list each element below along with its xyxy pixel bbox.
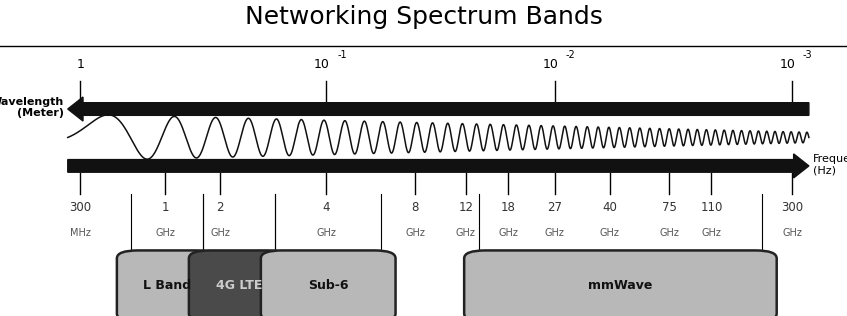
- Text: Networking Spectrum Bands: Networking Spectrum Bands: [245, 5, 602, 29]
- Text: GHz: GHz: [155, 228, 175, 238]
- Text: GHz: GHz: [498, 228, 518, 238]
- Text: GHz: GHz: [545, 228, 565, 238]
- Text: 10: 10: [780, 58, 795, 71]
- Text: L Band: L Band: [143, 279, 191, 293]
- Text: 1: 1: [162, 201, 169, 214]
- Text: GHz: GHz: [659, 228, 679, 238]
- Text: 1: 1: [76, 58, 85, 71]
- FancyBboxPatch shape: [464, 250, 777, 316]
- Text: Sub-6: Sub-6: [308, 279, 348, 293]
- Text: 300: 300: [69, 201, 91, 214]
- Text: GHz: GHz: [210, 228, 230, 238]
- Text: GHz: GHz: [600, 228, 620, 238]
- Text: 12: 12: [458, 201, 473, 214]
- Text: 40: 40: [602, 201, 617, 214]
- Text: -2: -2: [566, 50, 576, 60]
- FancyArrow shape: [68, 154, 809, 178]
- Text: 2: 2: [217, 201, 224, 214]
- Text: MHz: MHz: [70, 228, 91, 238]
- Text: Frequency
(Hz): Frequency (Hz): [813, 154, 847, 175]
- Text: 18: 18: [501, 201, 516, 214]
- Text: GHz: GHz: [701, 228, 722, 238]
- Text: GHz: GHz: [316, 228, 336, 238]
- Text: GHz: GHz: [456, 228, 476, 238]
- Text: GHz: GHz: [782, 228, 802, 238]
- Text: 10: 10: [543, 58, 558, 71]
- Text: 75: 75: [662, 201, 677, 214]
- FancyBboxPatch shape: [261, 250, 396, 316]
- Text: 300: 300: [781, 201, 803, 214]
- Text: 110: 110: [700, 201, 722, 214]
- Text: -1: -1: [337, 50, 346, 60]
- Text: 4G LTE: 4G LTE: [216, 279, 263, 293]
- Text: 8: 8: [412, 201, 418, 214]
- Text: Wavelength
(Meter): Wavelength (Meter): [0, 97, 64, 118]
- FancyBboxPatch shape: [117, 250, 218, 316]
- Text: GHz: GHz: [405, 228, 425, 238]
- Text: -3: -3: [803, 50, 812, 60]
- Text: 27: 27: [547, 201, 562, 214]
- FancyBboxPatch shape: [189, 250, 290, 316]
- Text: 4: 4: [323, 201, 329, 214]
- Text: 10: 10: [314, 58, 329, 71]
- Text: mmWave: mmWave: [588, 279, 653, 293]
- FancyArrow shape: [68, 97, 809, 121]
